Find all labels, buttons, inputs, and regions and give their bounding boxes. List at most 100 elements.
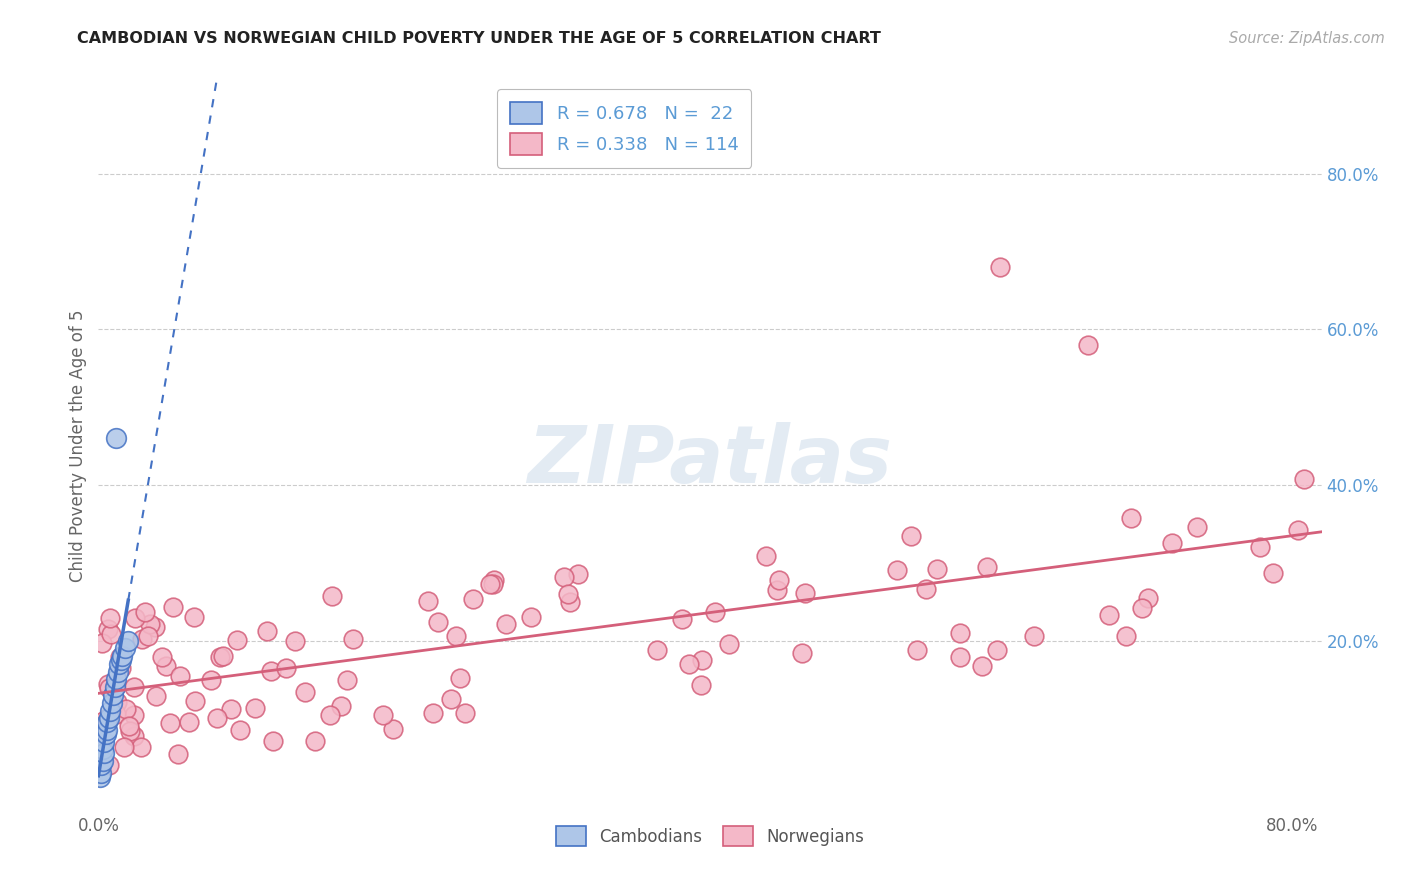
Point — [90, 765, 112, 780]
Point — [1098, 607, 1121, 622]
Point — [105, 431, 128, 445]
Point — [96, 711, 118, 725]
Point — [976, 560, 998, 574]
Point — [184, 693, 207, 707]
Point — [495, 616, 517, 631]
Point — [422, 706, 444, 720]
Point — [105, 673, 128, 687]
Point — [91, 754, 114, 768]
Point — [276, 661, 298, 675]
Point — [118, 719, 141, 733]
Point — [103, 688, 125, 702]
Point — [986, 643, 1008, 657]
Point — [1115, 629, 1137, 643]
Point — [110, 653, 132, 667]
Point — [755, 549, 778, 563]
Point — [229, 723, 252, 738]
Point — [96, 723, 118, 737]
Point — [479, 577, 502, 591]
Point — [200, 673, 222, 687]
Point — [89, 770, 111, 784]
Point — [284, 634, 307, 648]
Point — [118, 723, 141, 738]
Point — [1136, 591, 1159, 605]
Point — [1292, 472, 1315, 486]
Point — [1286, 523, 1309, 537]
Point — [972, 659, 994, 673]
Point — [1249, 540, 1271, 554]
Point — [482, 577, 505, 591]
Point — [567, 566, 589, 581]
Point — [159, 716, 181, 731]
Point — [167, 747, 190, 761]
Point — [90, 758, 112, 772]
Legend: Cambodians, Norwegians: Cambodians, Norwegians — [548, 818, 872, 855]
Point — [90, 636, 112, 650]
Point — [97, 622, 120, 636]
Point — [948, 626, 970, 640]
Point — [321, 590, 343, 604]
Point — [703, 605, 725, 619]
Point — [382, 722, 405, 736]
Point — [111, 649, 134, 664]
Point — [557, 586, 579, 600]
Point — [519, 609, 541, 624]
Point — [114, 702, 136, 716]
Point — [927, 562, 949, 576]
Point — [129, 739, 152, 754]
Point — [444, 629, 467, 643]
Point — [101, 696, 124, 710]
Point — [690, 652, 713, 666]
Point — [988, 260, 1011, 274]
Point — [440, 692, 463, 706]
Point — [100, 626, 122, 640]
Point — [177, 714, 200, 729]
Text: ZIPatlas: ZIPatlas — [527, 422, 893, 500]
Point — [93, 734, 115, 748]
Point — [482, 573, 505, 587]
Point — [112, 740, 135, 755]
Point — [558, 595, 581, 609]
Point — [319, 708, 342, 723]
Point — [89, 726, 111, 740]
Point — [124, 708, 146, 723]
Point — [114, 641, 136, 656]
Point — [336, 673, 359, 688]
Point — [162, 600, 184, 615]
Point — [131, 632, 153, 646]
Point — [1261, 566, 1284, 580]
Point — [427, 615, 450, 630]
Point — [449, 671, 471, 685]
Point — [1185, 519, 1208, 533]
Point — [416, 594, 439, 608]
Point — [212, 648, 235, 663]
Point — [98, 704, 121, 718]
Point — [98, 611, 121, 625]
Point — [97, 711, 120, 725]
Text: CAMBODIAN VS NORWEGIAN CHILD POVERTY UNDER THE AGE OF 5 CORRELATION CHART: CAMBODIAN VS NORWEGIAN CHILD POVERTY UND… — [77, 31, 882, 46]
Point — [134, 605, 156, 619]
Point — [794, 586, 817, 600]
Point — [914, 582, 936, 596]
Point — [124, 611, 146, 625]
Point — [107, 665, 129, 679]
Point — [294, 685, 316, 699]
Point — [886, 563, 908, 577]
Y-axis label: Child Poverty Under the Age of 5: Child Poverty Under the Age of 5 — [69, 310, 87, 582]
Point — [145, 689, 167, 703]
Point — [900, 529, 922, 543]
Text: Source: ZipAtlas.com: Source: ZipAtlas.com — [1229, 31, 1385, 46]
Point — [117, 633, 139, 648]
Point — [766, 582, 789, 597]
Point — [717, 637, 740, 651]
Point — [97, 677, 120, 691]
Point — [143, 620, 166, 634]
Point — [110, 661, 132, 675]
Point — [243, 700, 266, 714]
Point — [678, 657, 700, 671]
Point — [139, 616, 162, 631]
Point — [329, 698, 352, 713]
Point — [461, 591, 484, 606]
Point — [256, 624, 278, 639]
Point — [1121, 511, 1143, 525]
